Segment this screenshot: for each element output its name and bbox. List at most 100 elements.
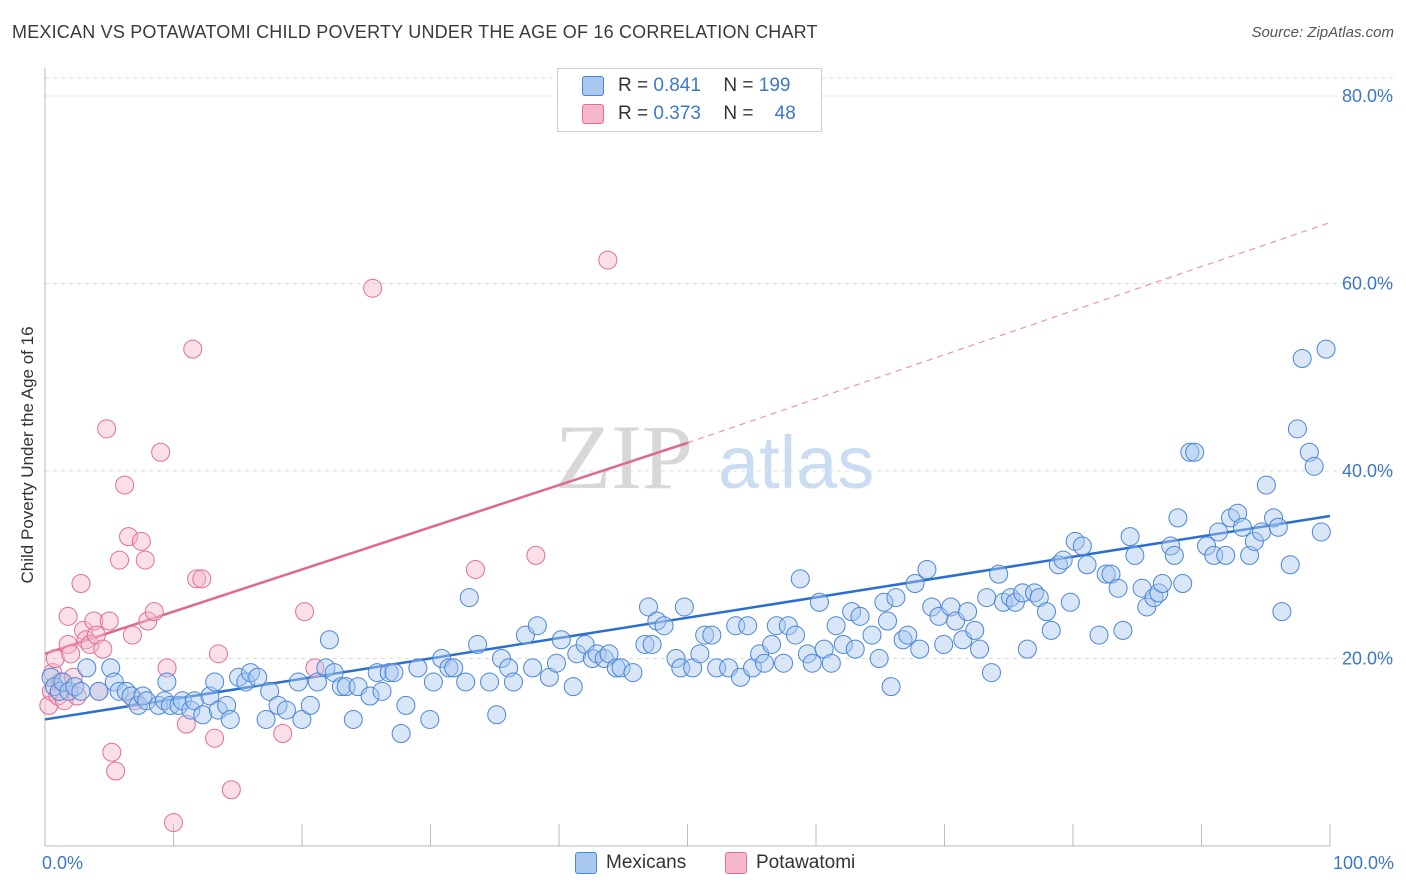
- mexicans-point: [881, 677, 901, 697]
- mexicans-point: [444, 658, 464, 678]
- potawatomi-point: [164, 813, 183, 833]
- mexicans-point: [101, 658, 121, 678]
- potawatomi-point: [131, 531, 151, 551]
- potawatomi-trend-extension: [687, 221, 1331, 444]
- legend-label-mexicans: Mexicans: [606, 852, 687, 873]
- mexicans-point: [886, 588, 906, 608]
- mexicans-point: [1164, 545, 1184, 565]
- mexicans-point: [702, 625, 722, 645]
- mexicans-point: [1209, 522, 1229, 542]
- mexicans-point: [523, 658, 543, 678]
- mexicans-point: [157, 672, 177, 692]
- mexicans-point: [205, 672, 225, 692]
- legend-item-mexicans[interactable]: Mexicans: [575, 852, 686, 874]
- mexicans-point: [288, 672, 308, 692]
- mexicans-point: [1053, 550, 1073, 570]
- mexicans-point: [53, 672, 73, 692]
- mexicans-point: [1060, 592, 1080, 612]
- legend-r-label: R =: [618, 103, 649, 124]
- mexicans-point: [1005, 592, 1025, 612]
- potawatomi-point: [61, 644, 81, 664]
- mexicans-point: [480, 672, 500, 692]
- mexicans-point: [1299, 442, 1319, 462]
- mexicans-point: [331, 677, 351, 697]
- potawatomi-swatch: [582, 104, 604, 124]
- mexicans-point: [1256, 475, 1276, 495]
- mexicans-point: [200, 686, 220, 706]
- mexicans-point: [1113, 620, 1133, 640]
- potawatomi-point: [157, 658, 177, 678]
- mexicans-point: [1168, 508, 1188, 528]
- potawatomi-point: [102, 742, 122, 762]
- potawatomi-point: [187, 569, 207, 589]
- legend-n-label: N =: [723, 103, 754, 124]
- mexicans-point: [468, 634, 488, 654]
- potawatomi-point: [598, 250, 618, 270]
- mexicans-point: [611, 658, 631, 678]
- mexicans-point: [300, 695, 320, 715]
- mexicans-point: [408, 658, 428, 678]
- potawatomi-legend-swatch: [725, 852, 747, 874]
- potawatomi-point: [192, 569, 212, 589]
- mexicans-point: [905, 574, 925, 593]
- mexicans-point: [1280, 555, 1300, 575]
- mexicans-point: [1316, 339, 1336, 359]
- mexicans-point: [527, 616, 547, 636]
- mexicans-point: [551, 630, 571, 650]
- mexicans-point: [1120, 527, 1140, 547]
- chart-title: MEXICAN VS POTAWATOMI CHILD POVERTY UNDE…: [12, 22, 818, 42]
- mexicans-point: [874, 592, 894, 612]
- mexicans-point: [256, 709, 276, 729]
- potawatomi-point: [71, 574, 91, 593]
- mexicans-point: [1232, 517, 1252, 537]
- mexicans-point: [1244, 531, 1264, 551]
- y-tick-label: 80.0%: [1342, 86, 1393, 106]
- potawatomi-point: [110, 550, 130, 570]
- mexicans-point: [850, 606, 870, 626]
- mexicans-point: [307, 672, 327, 692]
- legend-item-potawatomi[interactable]: Potawatomi: [725, 852, 855, 874]
- potawatomi-trend-line: [44, 441, 688, 656]
- mexicans-point: [970, 639, 990, 659]
- mexicans-point: [379, 663, 399, 683]
- mexicans-point: [821, 653, 841, 673]
- mexicans-point: [778, 616, 798, 636]
- mexicans-point: [1017, 639, 1037, 659]
- legend-row-potawatomi: R = 0.373 N = 48: [582, 102, 796, 126]
- y-tick-labels: 20.0% 40.0% 60.0% 80.0%: [1342, 86, 1393, 669]
- mexicans-point: [391, 724, 411, 743]
- mexicans-point: [917, 559, 937, 579]
- potawatomi-point: [138, 611, 158, 631]
- series-legend: Mexicans Potawatomi: [0, 852, 1406, 878]
- mexicans-point: [220, 709, 240, 729]
- mexicans-point: [1311, 522, 1331, 542]
- mexicans-point: [762, 634, 782, 654]
- mexicans-point: [384, 663, 404, 683]
- mexicans-point: [236, 672, 256, 692]
- potawatomi-point: [135, 550, 155, 570]
- mexicans-point: [1287, 419, 1307, 439]
- mexicans-point: [1125, 545, 1145, 565]
- mexicans-point: [292, 709, 312, 729]
- potawatomi-point: [106, 761, 126, 781]
- mexicans-point: [623, 663, 643, 683]
- potawatomi-point: [273, 724, 293, 743]
- mexicans-point: [1096, 564, 1116, 584]
- mexicans-point: [989, 564, 1009, 584]
- mexicans-point: [635, 634, 655, 654]
- mexicans-point: [754, 653, 774, 673]
- potawatomi-point: [151, 442, 171, 462]
- mexicans-point: [319, 630, 339, 650]
- mexicans-point: [642, 634, 662, 654]
- legend-n-value: 199: [758, 75, 791, 96]
- mexicans-point: [690, 644, 710, 664]
- mexicans-point: [738, 616, 758, 636]
- mexicans-point: [639, 597, 659, 617]
- mexicans-point: [845, 639, 865, 659]
- potawatomi-point: [295, 602, 315, 622]
- watermark-atlas: atlas: [718, 421, 874, 504]
- mexicans-point: [977, 588, 997, 608]
- potawatomi-point: [526, 545, 546, 565]
- potawatomi-point: [115, 475, 135, 495]
- mexicans-point: [372, 681, 392, 701]
